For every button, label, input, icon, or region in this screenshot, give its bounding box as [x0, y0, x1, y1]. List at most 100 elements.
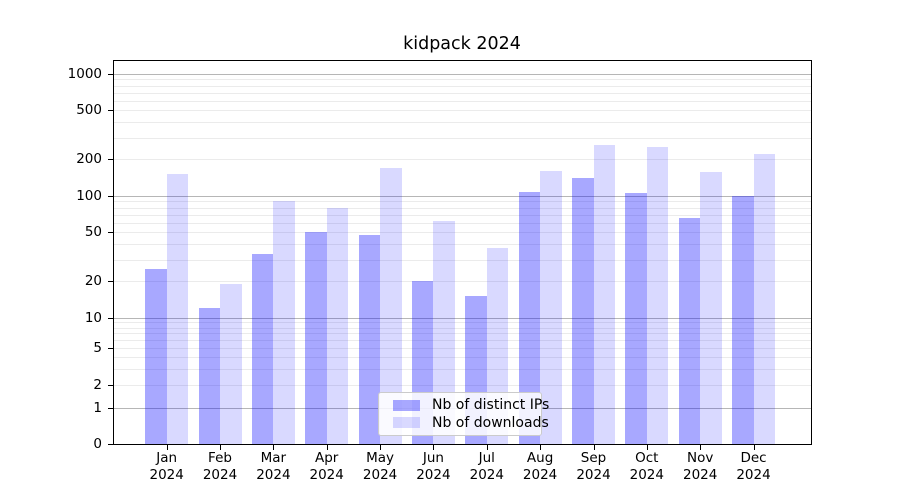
y-tick-label-20: 20: [84, 273, 102, 289]
y-tick-label-50: 50: [84, 224, 102, 241]
y-tick-label-500: 500: [76, 102, 102, 119]
gridline-6: [114, 340, 811, 342]
x-tick-label-jun: Jun 2024: [416, 450, 451, 483]
y-tick-mark-200: [108, 159, 113, 160]
legend-label-distinct-ips: Nb of distinct IPs: [432, 397, 550, 414]
bar-distinct-ips-feb: [198, 308, 220, 444]
x-tick-mark-jul: [486, 445, 488, 450]
legend-row-downloads: Nb of downloads: [387, 415, 549, 431]
bar-distinct-ips-may: [358, 234, 381, 444]
bar-distinct-ips-aug: [518, 192, 541, 444]
y-tick-label-0: 0: [93, 436, 102, 452]
gridline-800: [114, 85, 811, 87]
y-tick-mark-5: [108, 348, 113, 350]
legend-label-downloads: Nb of downloads: [432, 414, 549, 431]
gridline-400: [114, 122, 811, 124]
gridline-500: [114, 110, 811, 112]
bar-distinct-ips-sep: [572, 177, 594, 444]
y-tick-label-1: 1: [93, 399, 102, 416]
bar-distinct-ips-nov: [678, 217, 701, 444]
gridline-7: [114, 333, 811, 335]
y-tick-mark-500: [108, 110, 113, 112]
gridline-2: [114, 385, 811, 386]
gridline-10: [114, 317, 811, 319]
gridline-900: [114, 79, 811, 81]
x-tick-label-apr: Apr 2024: [309, 450, 344, 483]
legend: Nb of distinct IPs Nb of downloads: [378, 392, 549, 436]
x-tick-label-jul: Jul 2024: [469, 450, 504, 483]
bar-downloads-jun: [433, 221, 455, 444]
x-tick-mark-feb: [220, 445, 221, 450]
bar-downloads-sep: [593, 145, 615, 444]
y-tick-label-2: 2: [93, 377, 102, 393]
x-tick-mark-apr: [326, 445, 328, 450]
x-tick-mark-nov: [700, 445, 702, 450]
gridline-1000: [114, 73, 811, 75]
bar-downloads-dec: [753, 153, 775, 444]
x-tick-label-jan: Jan 2024: [149, 450, 184, 483]
y-tick-mark-20: [108, 281, 113, 282]
gridline-600: [114, 100, 811, 102]
x-tick-label-aug: Aug 2024: [522, 450, 558, 483]
x-tick-mark-dec: [753, 445, 755, 450]
gridline-50: [114, 232, 811, 234]
x-tick-mark-oct: [646, 445, 648, 450]
y-tick-label-200: 200: [76, 151, 102, 167]
x-tick-mark-jan: [166, 445, 168, 450]
gridline-300: [114, 137, 811, 139]
x-tick-label-nov: Nov 2024: [683, 450, 718, 483]
gridline-90: [114, 201, 811, 203]
gridline-9: [114, 322, 811, 324]
x-tick-mark-aug: [540, 445, 542, 450]
x-tick-label-feb: Feb 2024: [202, 450, 238, 483]
x-tick-label-sep: Sep 2024: [576, 450, 611, 483]
y-tick-label-100: 100: [76, 187, 102, 204]
x-tick-label-may: May 2024: [362, 450, 398, 483]
chart-title: kidpack 2024: [403, 34, 521, 54]
bar-downloads-may: [380, 168, 402, 444]
y-tick-mark-2: [108, 385, 113, 386]
bar-distinct-ips-oct: [625, 192, 647, 444]
gridline-60: [114, 222, 811, 224]
y-tick-mark-10: [108, 317, 113, 319]
bar-distinct-ips-mar: [251, 254, 274, 444]
x-tick-mark-sep: [593, 445, 595, 450]
gridline-200: [114, 159, 811, 160]
x-tick-label-dec: Dec 2024: [736, 450, 771, 483]
legend-row-distinct-ips: Nb of distinct IPs: [387, 397, 549, 413]
bar-downloads-mar: [273, 201, 295, 444]
bar-downloads-oct: [646, 147, 669, 444]
y-tick-label-1000: 1000: [67, 65, 102, 82]
gridline-8: [114, 327, 811, 329]
bar-downloads-nov: [700, 172, 722, 444]
y-tick-mark-50: [108, 232, 113, 234]
y-tick-mark-1: [108, 407, 113, 409]
bar-distinct-ips-jan: [145, 269, 167, 444]
bar-distinct-ips-apr: [305, 232, 327, 444]
bar-distinct-ips-dec: [732, 195, 754, 444]
x-tick-mark-mar: [273, 445, 275, 450]
gridline-700: [114, 92, 811, 94]
gridline-40: [114, 244, 811, 246]
gridline-80: [114, 207, 811, 209]
y-tick-label-10: 10: [84, 309, 102, 326]
x-tick-mark-may: [380, 445, 382, 450]
gridline-5: [114, 348, 811, 350]
gridline-30: [114, 259, 811, 261]
bar-downloads-feb: [220, 283, 242, 444]
x-tick-label-mar: Mar 2024: [256, 450, 291, 483]
gridline-70: [114, 214, 811, 216]
gridline-100: [114, 195, 811, 197]
gridline-20: [114, 281, 811, 282]
y-tick-mark-100: [108, 195, 113, 197]
x-tick-label-oct: Oct 2024: [629, 450, 664, 483]
gridline-3: [114, 368, 811, 370]
legend-swatch-distinct-ips: [393, 399, 420, 411]
legend-swatch-downloads: [393, 417, 420, 429]
y-tick-mark-0: [108, 444, 113, 445]
gridline-4: [114, 357, 811, 359]
y-tick-mark-1000: [108, 73, 113, 75]
x-tick-mark-jun: [433, 445, 435, 450]
bar-downloads-aug: [540, 170, 562, 444]
